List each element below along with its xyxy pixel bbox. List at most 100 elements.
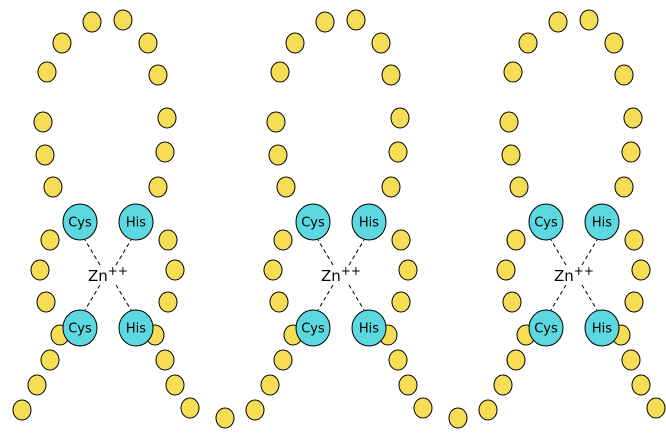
amino-acid — [53, 33, 71, 53]
residue-label: His — [359, 216, 379, 231]
amino-acid — [271, 62, 289, 82]
amino-acid — [622, 142, 640, 162]
amino-acid — [31, 260, 49, 280]
amino-acid — [624, 108, 642, 128]
amino-acid — [549, 12, 567, 32]
amino-acid — [166, 260, 184, 280]
amino-acid — [382, 65, 400, 85]
amino-acid — [181, 398, 199, 418]
amino-acid — [274, 350, 292, 370]
zinc-finger: Cys His Cys His Zn++ — [479, 10, 666, 428]
zinc-ion: Zn++ — [554, 264, 594, 285]
amino-acid — [625, 292, 643, 312]
amino-acid — [389, 350, 407, 370]
amino-acid — [246, 400, 264, 420]
ion-charge: ++ — [341, 264, 361, 278]
amino-acid — [519, 33, 537, 53]
amino-acid — [149, 177, 167, 197]
ion-symbol: Zn — [554, 267, 574, 285]
amino-acid — [269, 145, 287, 165]
ion-charge: ++ — [574, 264, 594, 278]
amino-acid — [391, 108, 409, 128]
amino-acid — [261, 375, 279, 395]
amino-acid — [392, 292, 410, 312]
amino-acid — [13, 400, 31, 420]
amino-acid — [44, 177, 62, 197]
amino-acid — [494, 375, 512, 395]
amino-acid — [34, 112, 52, 132]
amino-acid — [497, 260, 515, 280]
coordination-bond — [349, 240, 364, 265]
amino-acid — [382, 177, 400, 197]
amino-acid — [277, 177, 295, 197]
coordination-bond — [85, 285, 100, 310]
amino-acid — [270, 292, 288, 312]
zinc-ion: Zn++ — [88, 264, 128, 285]
amino-acid — [580, 10, 598, 30]
residue-label: His — [126, 216, 146, 231]
residue-label: Cys — [534, 216, 558, 231]
residue-label: Cys — [301, 216, 325, 231]
amino-acid — [507, 230, 525, 250]
amino-acid — [274, 230, 292, 250]
amino-acid — [264, 260, 282, 280]
amino-acid — [632, 260, 650, 280]
amino-acid — [36, 145, 54, 165]
amino-acid — [399, 375, 417, 395]
amino-acid — [502, 145, 520, 165]
residue-label: Cys — [68, 322, 92, 337]
amino-acid — [149, 65, 167, 85]
coordination-bond — [582, 285, 597, 310]
zinc-ion: Zn++ — [321, 264, 361, 285]
residue-label: His — [359, 322, 379, 337]
ion-charge: ++ — [108, 264, 128, 278]
amino-acid — [510, 177, 528, 197]
amino-acid — [504, 62, 522, 82]
amino-acid — [41, 350, 59, 370]
residue-label: His — [126, 322, 146, 337]
amino-acid — [500, 112, 518, 132]
amino-acid — [158, 108, 176, 128]
coordination-bond — [551, 240, 566, 265]
amino-acid — [139, 33, 157, 53]
residue-label: Cys — [534, 322, 558, 337]
amino-acid — [414, 398, 432, 418]
amino-acid — [615, 65, 633, 85]
amino-acid — [41, 230, 59, 250]
coordination-bond — [116, 285, 131, 310]
coordination-bond — [116, 240, 131, 265]
amino-acid — [159, 292, 177, 312]
amino-acid — [372, 33, 390, 53]
residue-label: His — [592, 216, 612, 231]
zinc-finger-diagram: CysHisCysHisZn++CysHisCysHisZn++CysHisCy… — [0, 0, 666, 434]
coordination-bond — [551, 285, 566, 310]
coordination-bond — [318, 285, 333, 310]
amino-acid — [507, 350, 525, 370]
amino-acid — [632, 375, 650, 395]
coordination-bond — [349, 285, 364, 310]
amino-acid — [159, 230, 177, 250]
amino-acid — [392, 230, 410, 250]
amino-acid — [166, 375, 184, 395]
coordination-bond — [582, 240, 597, 265]
amino-acid — [267, 112, 285, 132]
coordination-bond — [318, 240, 333, 265]
residue-label: His — [592, 322, 612, 337]
residue-label: Cys — [301, 322, 325, 337]
amino-acid — [216, 408, 234, 428]
amino-acid — [647, 398, 665, 418]
amino-acid — [615, 177, 633, 197]
amino-acid — [622, 350, 640, 370]
amino-acid — [399, 260, 417, 280]
amino-acid — [316, 12, 334, 32]
ion-symbol: Zn — [88, 267, 108, 285]
amino-acid — [347, 10, 365, 30]
amino-acid — [389, 142, 407, 162]
amino-acid — [503, 292, 521, 312]
amino-acid — [28, 375, 46, 395]
amino-acid — [83, 12, 101, 32]
ion-symbol: Zn — [321, 267, 341, 285]
amino-acid — [114, 10, 132, 30]
zinc-finger: Cys His Cys His Zn++ — [246, 10, 467, 428]
amino-acid — [37, 292, 55, 312]
